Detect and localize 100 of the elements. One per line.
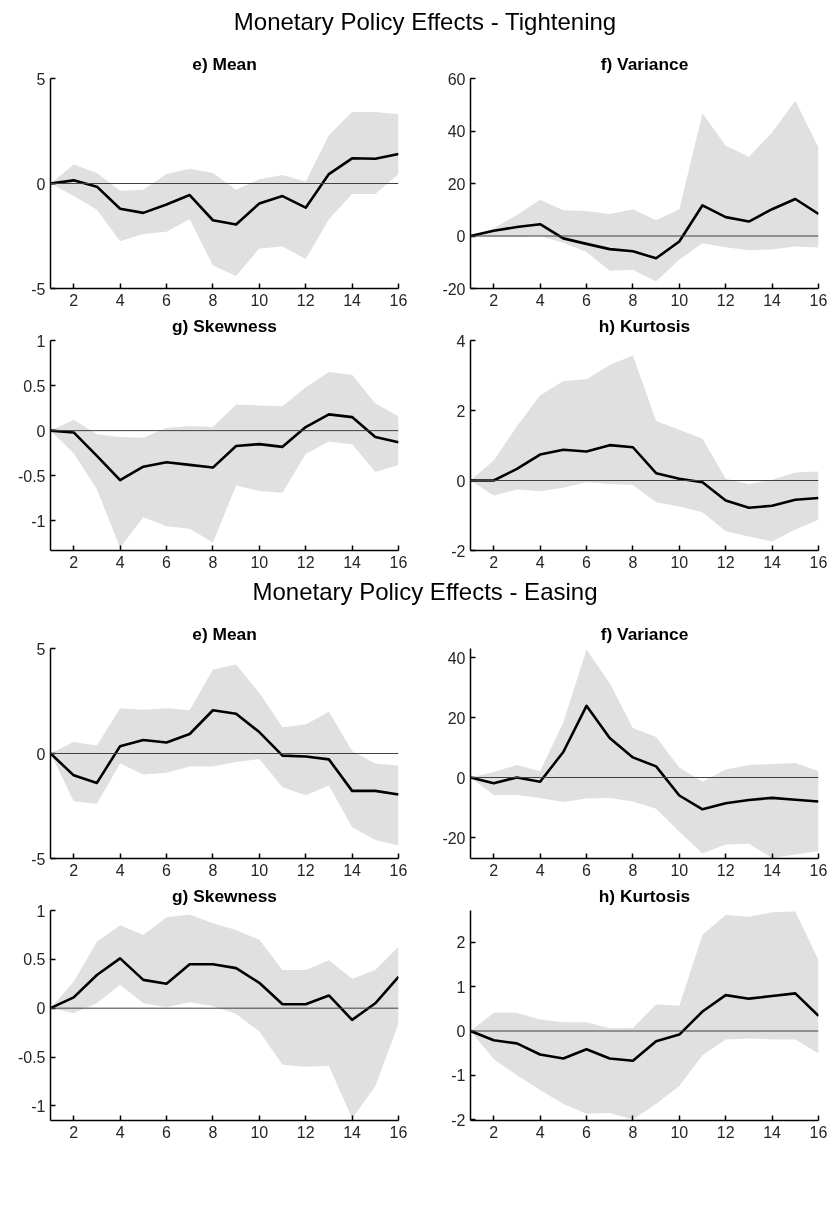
x-tick-label: 14 (763, 861, 782, 879)
y-tick-label: 0 (456, 472, 466, 490)
chart-title: h) Kurtosis (598, 315, 691, 336)
x-tick-label: 16 (389, 1123, 408, 1141)
y-tick-label: 2 (456, 934, 466, 952)
x-tick-label: 8 (628, 553, 638, 571)
x-tick-label: 10 (250, 553, 269, 571)
chart-title: g) Skewness (172, 315, 277, 336)
x-tick-label: 4 (115, 291, 125, 309)
x-tick-label: 6 (162, 553, 172, 571)
x-tick-label: 4 (115, 553, 125, 571)
x-tick-label: 6 (162, 1123, 172, 1141)
x-tick-label: 14 (343, 291, 362, 309)
y-tick-label: -1 (31, 1097, 46, 1115)
y-tick-label: 20 (447, 175, 466, 193)
x-tick-label: 14 (343, 553, 362, 571)
y-tick-label: 40 (447, 649, 466, 667)
text: Monetary Policy Effects - Tightening (233, 7, 617, 37)
chart-title: f) Variance (600, 53, 689, 74)
x-tick-label: 12 (716, 291, 735, 309)
chart-title: h) Kurtosis (598, 885, 691, 906)
x-tick-label: 10 (670, 291, 689, 309)
x-tick-label: 2 (69, 861, 79, 879)
y-tick-label: 20 (447, 709, 466, 727)
y-tick-label: 4 (456, 332, 466, 350)
x-tick-label: 10 (670, 861, 689, 879)
x-tick-label: 8 (628, 1123, 638, 1141)
y-tick-label: 40 (447, 123, 466, 140)
y-tick-label: 60 (447, 70, 466, 88)
y-tick-label: -1 (31, 512, 46, 530)
x-tick-label: 4 (535, 1123, 545, 1141)
y-tick-label: 1 (36, 332, 46, 350)
x-tick-label: 4 (115, 1123, 125, 1141)
x-tick-label: 8 (208, 861, 218, 879)
x-tick-label: 10 (250, 291, 269, 309)
x-tick-label: 12 (296, 1123, 315, 1141)
y-tick-label: -1 (451, 1067, 466, 1085)
y-tick-label: -0.5 (17, 1049, 46, 1067)
x-tick-label: 16 (809, 1123, 828, 1141)
chart-title: e) Mean (192, 53, 257, 74)
x-tick-label: 12 (716, 553, 735, 571)
x-tick-label: 2 (489, 553, 499, 571)
x-tick-label: 12 (296, 553, 315, 571)
y-tick-label: 0 (456, 1023, 466, 1041)
x-tick-label: 8 (628, 861, 638, 879)
x-tick-label: 4 (535, 291, 545, 309)
y-tick-label: 0.5 (23, 951, 46, 969)
x-tick-label: 14 (763, 291, 782, 309)
x-tick-label: 10 (670, 553, 689, 571)
x-tick-label: 4 (535, 553, 545, 571)
text: Monetary Policy Effects - Easing (252, 577, 598, 607)
x-tick-label: 12 (296, 861, 315, 879)
y-tick-label: -5 (31, 280, 46, 298)
x-tick-label: 2 (489, 1123, 499, 1141)
x-tick-label: 2 (69, 553, 79, 571)
x-tick-label: 16 (389, 861, 408, 879)
x-tick-label: 2 (69, 1123, 79, 1141)
x-tick-label: 8 (628, 291, 638, 309)
x-tick-label: 10 (250, 1123, 269, 1141)
y-tick-label: 0 (36, 175, 46, 193)
chart-title: g) Skewness (172, 885, 277, 906)
y-tick-label: 0 (36, 422, 46, 440)
x-tick-label: 14 (763, 1123, 782, 1141)
y-tick-label: 0 (456, 769, 466, 787)
x-tick-label: 2 (489, 291, 499, 309)
y-tick-label: 0.5 (23, 377, 46, 395)
x-tick-label: 14 (763, 553, 782, 571)
x-tick-label: 16 (809, 291, 828, 309)
x-tick-label: 8 (208, 291, 218, 309)
y-tick-label: 1 (36, 902, 46, 920)
x-tick-label: 14 (343, 1123, 362, 1141)
x-tick-label: 2 (69, 291, 79, 309)
x-tick-label: 2 (489, 861, 499, 879)
x-tick-label: 6 (162, 291, 172, 309)
y-tick-label: 0 (36, 1000, 46, 1018)
chart-title: e) Mean (192, 623, 257, 644)
chart-title: f) Variance (600, 623, 689, 644)
x-tick-label: 12 (296, 291, 315, 309)
x-tick-label: 4 (535, 861, 545, 879)
x-tick-label: 6 (582, 291, 592, 309)
x-tick-label: 16 (389, 291, 408, 309)
x-tick-label: 16 (809, 861, 828, 879)
x-tick-label: 8 (208, 1123, 218, 1141)
x-tick-label: 6 (582, 861, 592, 879)
x-tick-label: 14 (343, 861, 362, 879)
y-tick-label: 2 (456, 402, 466, 420)
x-tick-label: 6 (582, 1123, 592, 1141)
x-tick-label: 12 (716, 1123, 735, 1141)
x-tick-label: 4 (115, 861, 125, 879)
y-tick-label: 0 (456, 228, 466, 245)
x-tick-label: 10 (670, 1123, 689, 1141)
y-tick-label: 5 (36, 70, 46, 88)
y-tick-label: -20 (442, 829, 466, 847)
y-tick-label: -2 (451, 1111, 466, 1129)
x-tick-label: 16 (809, 553, 828, 571)
x-tick-label: 12 (716, 861, 735, 879)
x-tick-label: 6 (162, 861, 172, 879)
x-tick-label: 16 (389, 553, 408, 571)
x-tick-label: 6 (582, 553, 592, 571)
x-tick-label: 10 (250, 861, 269, 879)
